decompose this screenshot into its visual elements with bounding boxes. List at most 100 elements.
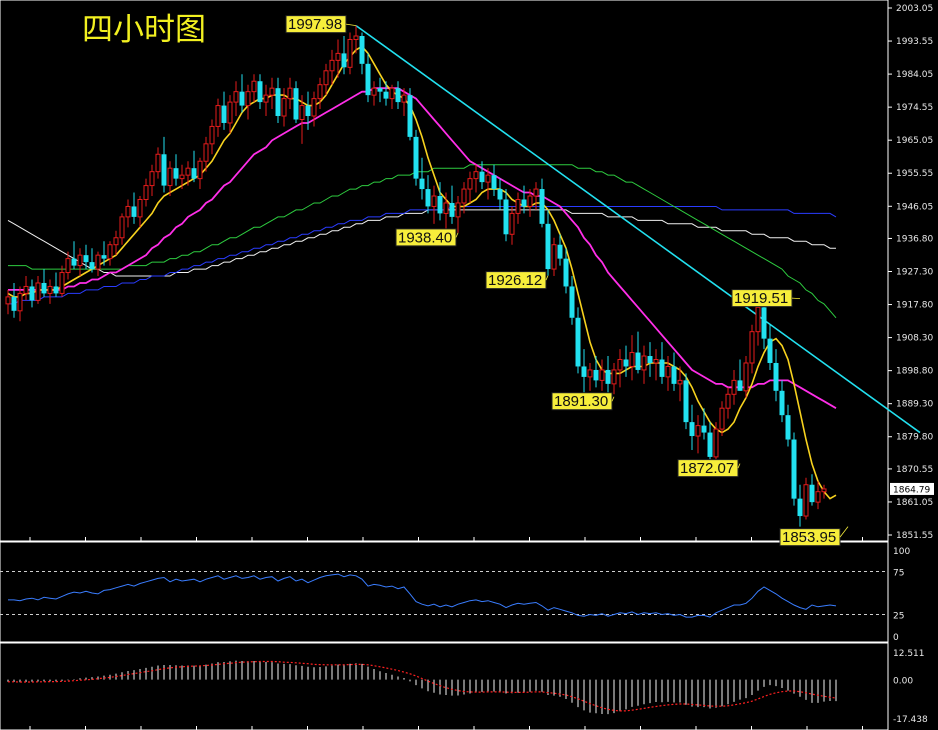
annotation-label: 1891.30 xyxy=(554,393,608,410)
candle-up xyxy=(473,164,479,193)
candle-body xyxy=(335,52,341,61)
candle-body xyxy=(797,498,803,517)
candle-up xyxy=(119,213,125,245)
candle-body xyxy=(239,91,245,106)
candle-body xyxy=(311,98,317,117)
annotation-label: 1926.12 xyxy=(488,272,542,289)
candle-body xyxy=(383,91,389,99)
candle-body xyxy=(821,488,827,493)
candle-down xyxy=(545,209,551,276)
candle-body xyxy=(683,380,689,423)
candle-body xyxy=(305,105,311,117)
price-axis[interactable]: 2003.05 1993.55 1984.05 1974.55 1965.05 1955.… xyxy=(888,4,934,541)
candle-up xyxy=(515,192,521,224)
last-price-box xyxy=(890,482,934,495)
price-panel[interactable] xyxy=(0,0,889,542)
macd-panel[interactable] xyxy=(0,642,889,730)
candle-body xyxy=(359,36,365,64)
annotation-leader xyxy=(737,463,741,469)
candle-body xyxy=(41,282,47,294)
candle-body xyxy=(101,255,107,259)
candle-body xyxy=(281,98,287,117)
candle-up xyxy=(95,251,101,277)
candle-down xyxy=(623,345,629,377)
candle-down xyxy=(689,404,695,450)
candle-down xyxy=(503,189,509,242)
candle-body xyxy=(299,105,305,120)
candle-down xyxy=(785,404,791,447)
candle-down xyxy=(191,150,197,183)
candle-up xyxy=(47,279,53,304)
annotation-leader xyxy=(345,23,357,27)
price-tick-label: 1898.80 xyxy=(896,367,933,377)
candle-down xyxy=(539,178,545,228)
price-tick-label: 1861.05 xyxy=(896,498,933,508)
candle-down xyxy=(737,359,743,391)
candle-body xyxy=(623,359,629,367)
candle-up xyxy=(263,84,269,117)
candle-down xyxy=(365,53,371,103)
candle-down xyxy=(359,32,365,75)
candle-up xyxy=(467,171,473,203)
candle-up xyxy=(59,265,65,297)
candle-body xyxy=(77,254,83,267)
candle-body xyxy=(761,307,767,339)
candle-body xyxy=(395,88,401,103)
candle-down xyxy=(647,342,653,377)
candle-down xyxy=(71,241,77,270)
candle-down xyxy=(671,352,677,391)
candle-body xyxy=(533,188,539,197)
candle-down xyxy=(89,248,95,273)
candle-up xyxy=(665,356,671,391)
candle-up xyxy=(719,401,725,437)
candle-body xyxy=(227,101,233,124)
candle-body xyxy=(659,359,665,377)
candle-body xyxy=(569,286,575,318)
ma-fast-line xyxy=(7,45,837,500)
candle-body xyxy=(455,202,461,218)
moving-average-layer xyxy=(7,45,837,500)
price-tick-label: 1879.80 xyxy=(896,433,933,443)
candle-down xyxy=(407,88,413,141)
candle-up xyxy=(251,74,257,103)
macd-tick-label: 12.511 xyxy=(893,649,925,659)
candle-up xyxy=(821,484,827,499)
candlestick-series xyxy=(5,25,827,527)
candle-body xyxy=(95,254,101,270)
candle-down xyxy=(29,279,35,308)
candle-body xyxy=(557,244,563,259)
candle-body xyxy=(809,484,815,503)
candle-up xyxy=(113,230,119,256)
candle-down xyxy=(791,432,797,506)
candle-up xyxy=(743,356,749,398)
annotation-leader xyxy=(839,526,849,538)
candle-up xyxy=(17,286,23,322)
rsi-panel[interactable] xyxy=(0,541,889,643)
candle-body xyxy=(371,87,377,96)
candle-body xyxy=(149,171,155,187)
candle-up xyxy=(455,196,461,233)
candle-up xyxy=(611,362,617,395)
candle-body xyxy=(677,379,683,385)
candle-body xyxy=(473,171,479,180)
annotation-leader xyxy=(791,297,801,299)
candle-up xyxy=(431,185,437,224)
ma-blue-line xyxy=(8,206,837,305)
price-tick-label: 1908.30 xyxy=(896,334,933,344)
candle-down xyxy=(557,234,563,266)
candle-body xyxy=(773,362,779,391)
candle-down xyxy=(41,269,47,297)
candle-body xyxy=(425,189,431,207)
price-annotation: 1891.30 xyxy=(551,392,615,411)
candle-body xyxy=(479,171,485,183)
candle-up xyxy=(389,84,395,110)
candle-body xyxy=(29,286,35,301)
candle-down xyxy=(305,91,311,130)
candle-up xyxy=(371,81,377,106)
annotation-leader xyxy=(455,232,459,238)
candle-up xyxy=(155,147,161,179)
candle-body xyxy=(665,365,671,378)
candle-down xyxy=(575,307,581,374)
price-tick-label: 1984.05 xyxy=(896,70,933,80)
